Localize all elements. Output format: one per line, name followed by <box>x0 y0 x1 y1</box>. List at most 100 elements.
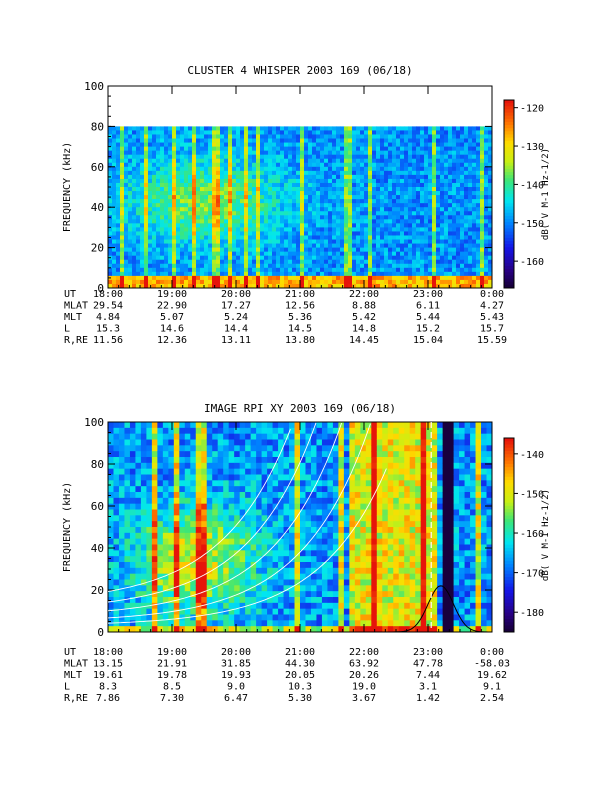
spectrogram-cell <box>292 138 297 144</box>
spectrogram-cell <box>448 283 453 289</box>
spectrogram-cell <box>448 279 453 285</box>
spectrogram-cell <box>404 146 409 152</box>
spectrogram-cell <box>400 178 405 184</box>
spectrogram-cell <box>124 130 129 135</box>
spectrogram-cell <box>400 150 405 156</box>
colorbar-swatch <box>504 190 514 195</box>
spectrogram-cell <box>172 263 177 269</box>
spectrogram-cell <box>272 191 277 196</box>
spectrogram-cell <box>196 150 201 156</box>
spectrogram-cell <box>428 134 433 140</box>
spectrogram-cell <box>284 207 289 212</box>
spectrogram-cell <box>472 134 477 140</box>
spectrogram-cell <box>128 215 133 220</box>
spectrogram-cell <box>220 207 225 212</box>
spectrogram-cell <box>440 227 445 232</box>
spectrogram-cell <box>372 134 377 140</box>
spectrogram-cell <box>201 474 208 481</box>
spectrogram-cell <box>488 199 493 204</box>
spectrogram-cell <box>157 457 164 464</box>
spectrogram-cell <box>160 199 165 204</box>
spectrogram-cell <box>452 187 457 192</box>
spectrogram-cell <box>120 275 125 281</box>
spectrogram-cell <box>156 146 161 152</box>
spectrogram-cell <box>152 187 157 192</box>
spectrogram-cell <box>256 154 261 160</box>
spectrogram-cell <box>372 207 377 212</box>
spectrogram-cell <box>444 219 449 224</box>
spectrogram-cell <box>232 215 237 220</box>
spectrogram-cell <box>224 158 229 164</box>
spectrogram-cell <box>245 451 252 458</box>
spectrogram-cell <box>288 271 293 277</box>
spectrogram-cell <box>484 275 489 281</box>
spectrogram-cell <box>436 203 441 208</box>
spectrogram-cell <box>224 275 229 281</box>
spectrogram-cell <box>188 251 193 257</box>
spectrogram-cell <box>236 235 241 241</box>
spectrogram-cell <box>276 215 281 220</box>
spectrogram-cell <box>162 433 169 440</box>
spectrogram-cell <box>488 279 493 285</box>
spectrogram-cell <box>118 567 125 575</box>
spectrogram-cell <box>208 275 213 281</box>
spectrogram-cell <box>173 602 180 610</box>
spectrogram-cell <box>264 283 269 289</box>
spectrogram-cell <box>260 215 265 220</box>
spectrogram-cell <box>432 178 437 184</box>
spectrogram-cell <box>472 126 477 131</box>
spectrogram-cell <box>436 162 441 168</box>
spectrogram-cell <box>332 223 337 228</box>
spectrogram-cell <box>156 207 161 212</box>
spectrogram-cell <box>384 134 389 140</box>
spectrogram-cell <box>152 211 157 216</box>
spectrogram-cell <box>288 255 293 261</box>
spectrogram-cell <box>228 422 235 429</box>
spectrogram-cell <box>272 223 277 228</box>
spectrogram-cell <box>368 207 373 212</box>
spectrogram-cell <box>376 215 381 220</box>
spectrogram-cell <box>250 462 257 470</box>
spectrogram-cell <box>156 154 161 160</box>
spectrogram-cell <box>132 235 137 241</box>
spectrogram-cell <box>456 150 461 156</box>
spectrogram-cell <box>180 267 185 273</box>
spectrogram-cell <box>316 235 321 241</box>
spectrogram-cell <box>284 279 289 285</box>
spectrogram-cell <box>156 138 161 144</box>
spectrogram-cell <box>308 239 313 245</box>
spectrogram-cell <box>336 255 341 261</box>
spectrogram-cell <box>248 271 253 277</box>
spectrogram-cell <box>120 126 125 131</box>
spectrogram-cell <box>184 162 189 168</box>
spectrogram-cell <box>136 166 141 172</box>
spectrogram-cell <box>280 219 285 224</box>
spectrogram-cell <box>144 211 149 216</box>
spectrogram-cell <box>324 174 329 180</box>
spectrogram-cell <box>392 251 397 257</box>
spectrogram-cell <box>136 259 141 265</box>
spectrogram-cell <box>344 178 349 184</box>
spectrogram-cell <box>260 275 265 281</box>
spectrogram-cell <box>284 154 289 160</box>
spectrogram-cell <box>195 468 202 475</box>
spectrogram-cell <box>448 251 453 257</box>
spectrogram-cell <box>128 231 133 236</box>
spectrogram-cell <box>436 195 441 200</box>
spectrogram-cell <box>228 451 235 458</box>
spectrogram-cell <box>124 126 129 131</box>
spectrogram-cell <box>120 211 125 216</box>
spectrogram-cell <box>113 608 120 615</box>
ephemeris-value: 15.04 <box>413 335 443 346</box>
spectrogram-cell <box>240 207 245 212</box>
spectrogram-cell <box>264 275 269 281</box>
spectrogram-cell <box>208 223 213 228</box>
spectrogram-cell <box>112 166 117 172</box>
spectrogram-cell <box>404 279 409 285</box>
spectrogram-cell <box>224 211 229 216</box>
spectrogram-cell <box>151 433 158 440</box>
spectrogram-cell <box>208 170 213 176</box>
spectrogram-cell <box>340 219 345 224</box>
spectrogram-cell <box>129 556 136 563</box>
spectrogram-cell <box>124 279 129 285</box>
